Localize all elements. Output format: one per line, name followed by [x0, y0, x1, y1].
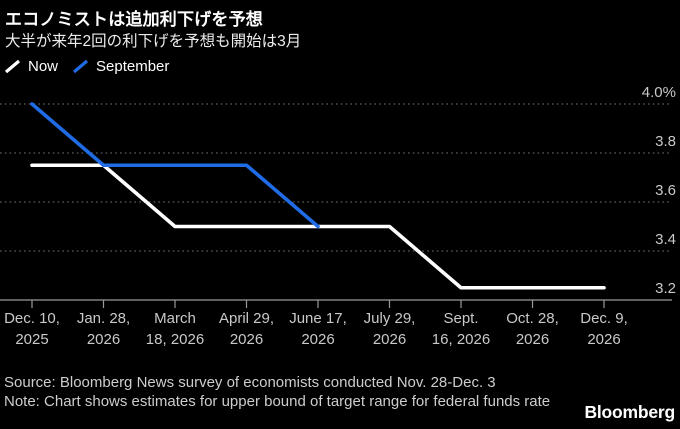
y-axis-label: 4.0%: [642, 84, 676, 101]
x-axis-label: 2026: [373, 331, 406, 348]
x-axis-label: 2025: [15, 331, 48, 348]
chart-title: エコノミストは追加利下げを予想: [5, 10, 263, 29]
x-axis-label: 2026: [301, 331, 334, 348]
y-axis-label: 3.8: [655, 133, 676, 150]
x-axis-label: Dec. 10,: [4, 310, 60, 327]
september-line-swatch-icon: [72, 59, 89, 74]
chart-subtitle: 大半が来年2回の利下げを予想も開始は3月: [5, 33, 302, 50]
x-axis-label: April 29,: [219, 310, 274, 327]
x-axis-label: March: [154, 310, 196, 327]
x-axis-label: 2026: [230, 331, 263, 348]
x-axis-label: 2026: [587, 331, 620, 348]
legend-label-september: September: [96, 58, 170, 75]
x-axis-label: Oct. 28,: [506, 310, 559, 327]
chart-footnotes: Source: Bloomberg News survey of economi…: [4, 373, 564, 411]
x-axis-label: Jan. 28,: [77, 310, 130, 327]
y-axis-label: 3.6: [655, 182, 676, 199]
legend-item-now: Now: [4, 58, 58, 75]
x-axis-label: Sept.: [443, 310, 478, 327]
line-chart-canvas: 4.0% 3.8 3.6 3.4 3.2 Dec. 10, 2025 Jan. 28, 2026…: [0, 84, 676, 348]
now-line-swatch-icon: [4, 59, 21, 74]
x-axis-label: Dec. 9,: [580, 310, 628, 327]
x-axis-label: 2026: [516, 331, 549, 348]
x-axis-label: 16, 2026: [432, 331, 490, 348]
series-line-september: [30, 102, 320, 229]
y-axis-label: 3.4: [655, 231, 676, 248]
x-axis-label: June 17,: [289, 310, 347, 327]
x-axis-label: July 29,: [364, 310, 416, 327]
chart-legend: Now September: [4, 58, 169, 75]
x-axis-label: 2026: [87, 331, 120, 348]
bloomberg-logo: Bloomberg: [584, 402, 675, 422]
legend-label-now: Now: [28, 58, 59, 75]
x-axis-label: 18, 2026: [146, 331, 204, 348]
note-line: Note: Chart shows estimates for upper bo…: [4, 393, 551, 410]
source-line: Source: Bloomberg News survey of economi…: [4, 374, 496, 391]
rate-forecast-chart: 4.0% 3.8 3.6 3.4 3.2 Dec. 10, 2025 Jan. 28, 2026…: [0, 80, 680, 370]
y-axis-label: 3.2: [655, 280, 676, 297]
legend-item-september: September: [72, 58, 169, 75]
